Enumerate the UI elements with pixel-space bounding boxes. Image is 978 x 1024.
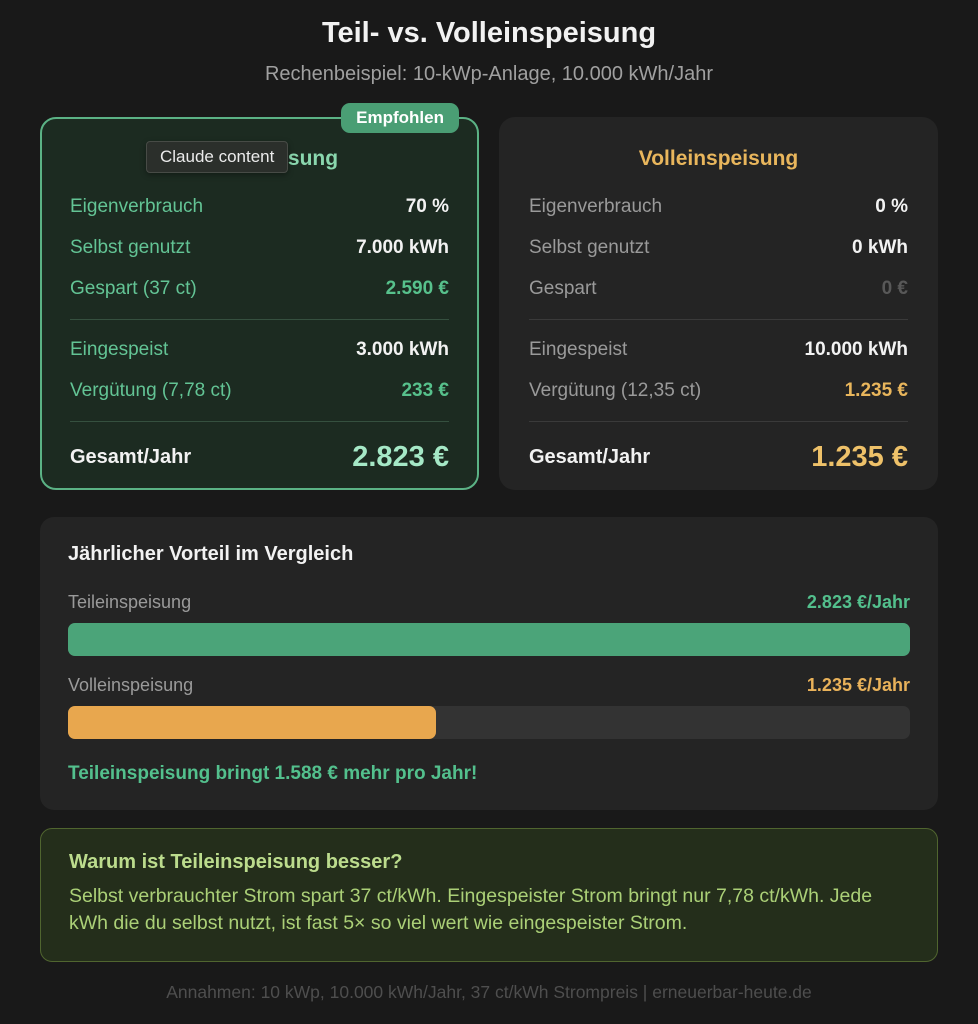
bar-fill-volleinspeisung [68,706,436,739]
row-label: Eigenverbrauch [529,196,663,217]
row-eigenverbrauch: Eigenverbrauch 70 % [70,196,449,218]
comparison-heading: Jährlicher Vorteil im Vergleich [68,543,354,565]
total-value: 1.235 € [811,441,908,473]
row-value: 10.000 kWh [804,339,909,360]
row-gespart: Gespart (37 ct) 2.590 € [70,278,449,300]
recommended-badge: Empfohlen [341,103,459,133]
total-value: 2.823 € [352,441,449,473]
row-value: 70 % [405,196,449,217]
row-value: 233 € [401,380,449,401]
row-label: Gespart [529,278,597,299]
row-eingespeist: Eingespeist 10.000 kWh [529,339,908,361]
row-label: Selbst genutzt [70,237,191,258]
row-label: Vergütung (12,35 ct) [529,380,702,401]
comparison-cards: Empfohlen Claude content Teileinspeisung… [40,103,938,490]
divider [529,319,908,320]
row-value: 0 kWh [852,237,908,258]
card-title-volleinspeisung: Volleinspeisung [638,147,799,170]
bar-label: Volleinspeisung [68,675,194,695]
page-title: Teil- vs. Volleinspeisung [321,17,657,49]
why-better-infobox: Warum ist Teileinspeisung besser? Selbst… [40,828,938,962]
infobox-heading: Warum ist Teileinspeisung besser? [69,851,403,873]
total-label: Gesamt/Jahr [529,446,651,468]
page-header: Teil- vs. Volleinspeisung Rechenbeispiel… [0,0,978,86]
divider [70,421,449,422]
row-label: Gespart (37 ct) [70,278,197,299]
row-label: Vergütung (7,78 ct) [70,380,232,401]
row-value: 0 % [875,196,908,217]
row-gespart: Gespart 0 € [529,278,908,300]
row-selbst-genutzt: Selbst genutzt 0 kWh [529,237,908,259]
row-value: 3.000 kWh [356,339,449,360]
row-value: 7.000 kWh [356,237,449,258]
bar-track-teileinspeisung [68,623,910,656]
total-label: Gesamt/Jahr [70,446,192,468]
page-subtitle: Rechenbeispiel: 10-kWp-Anlage, 10.000 kW… [264,63,714,85]
comparison-message: Teileinspeisung bringt 1.588 € mehr pro … [68,763,478,784]
row-value: 1.235 € [844,380,908,401]
infobox-body: Selbst verbrauchter Strom spart 37 ct/kW… [69,885,873,934]
annual-benefit-comparison: Jährlicher Vorteil im Vergleich Teileins… [40,517,938,810]
row-verguetung: Vergütung (12,35 ct) 1.235 € [529,380,908,402]
total-row: Gesamt/Jahr 1.235 € [529,441,908,474]
row-value: 0 € [881,278,908,299]
assumptions-footer: Annahmen: 10 kWp, 10.000 kWh/Jahr, 37 ct… [166,982,812,1002]
row-value: 2.590 € [385,278,449,299]
row-eigenverbrauch: Eigenverbrauch 0 % [529,196,908,218]
claude-content-tooltip: Claude content [146,141,289,173]
divider [529,421,908,422]
row-verguetung: Vergütung (7,78 ct) 233 € [70,380,449,402]
card-teileinspeisung: Empfohlen Claude content Teileinspeisung… [40,103,479,490]
row-selbst-genutzt: Selbst genutzt 7.000 kWh [70,237,449,259]
row-label: Eingespeist [529,339,628,360]
row-label: Eigenverbrauch [70,196,204,217]
row-label: Selbst genutzt [529,237,650,258]
bar-label-row-teileinspeisung: Teileinspeisung 2.823 €/Jahr [68,592,910,613]
card-volleinspeisung: Volleinspeisung Eigenverbrauch 0 % Selbs… [499,117,938,490]
divider [70,319,449,320]
bar-label-row-volleinspeisung: Volleinspeisung 1.235 €/Jahr [68,675,910,696]
bar-value: 2.823 €/Jahr [806,592,910,612]
row-label: Eingespeist [70,339,169,360]
bar-label: Teileinspeisung [68,592,192,612]
bar-track-volleinspeisung [68,706,910,739]
bar-fill-teileinspeisung [68,623,910,656]
row-eingespeist: Eingespeist 3.000 kWh [70,339,449,361]
bar-value: 1.235 €/Jahr [806,675,910,695]
total-row: Gesamt/Jahr 2.823 € [70,441,449,474]
